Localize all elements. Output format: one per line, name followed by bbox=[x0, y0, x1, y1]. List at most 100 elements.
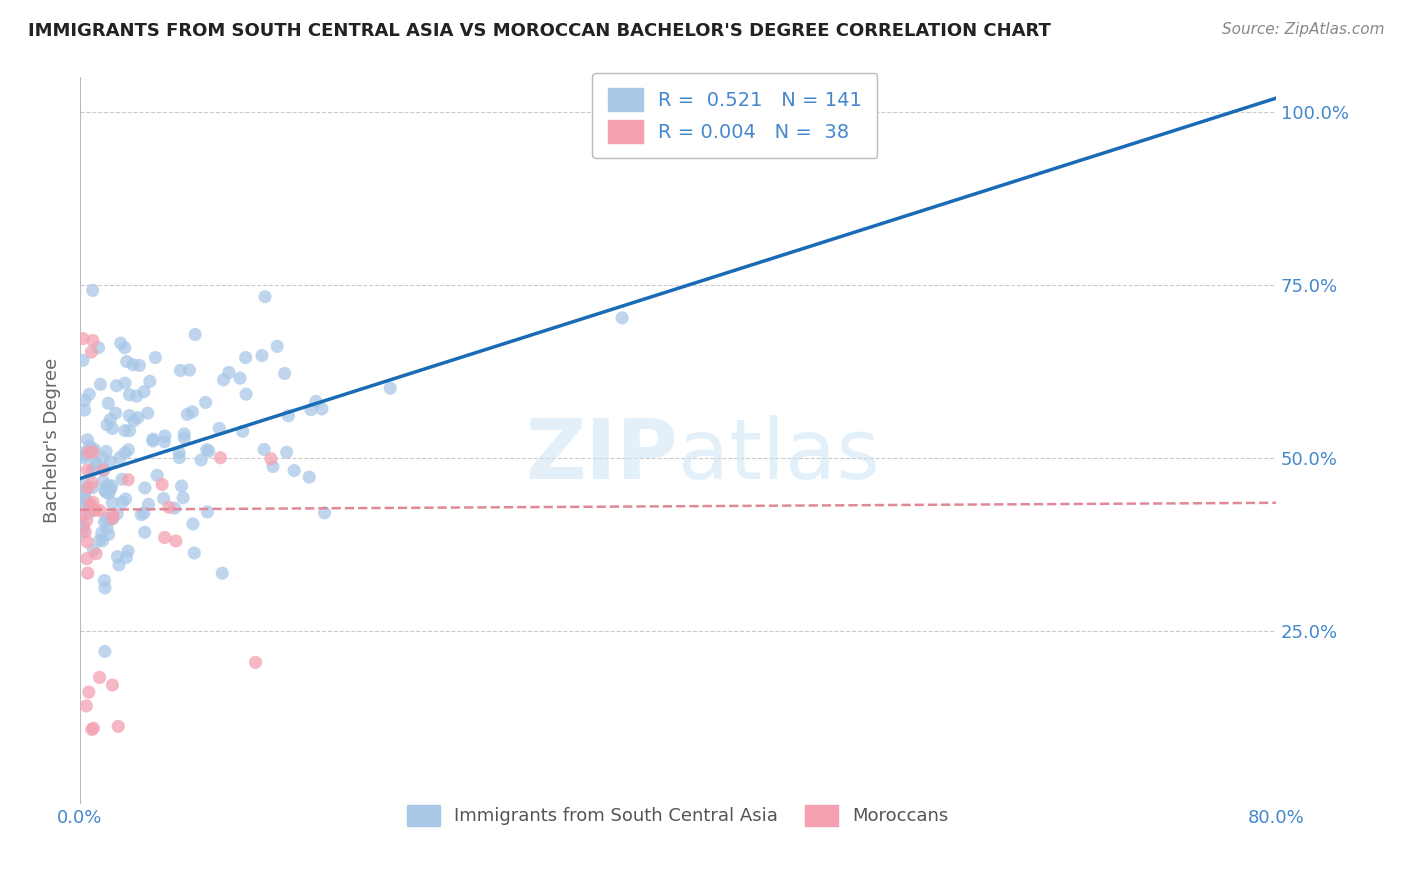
Text: ZIP: ZIP bbox=[526, 415, 678, 496]
Point bbox=[72, 524, 94, 539]
Point bbox=[235, 351, 257, 365]
Point bbox=[107, 719, 129, 733]
Point bbox=[276, 445, 298, 459]
Point bbox=[101, 496, 124, 510]
Point bbox=[72, 446, 94, 460]
Point bbox=[76, 566, 98, 581]
Point bbox=[96, 522, 118, 536]
Point bbox=[612, 310, 634, 325]
Point bbox=[165, 533, 187, 548]
Point bbox=[153, 434, 176, 449]
Point bbox=[152, 491, 174, 506]
Point bbox=[90, 525, 112, 540]
Point bbox=[283, 464, 305, 478]
Point bbox=[211, 566, 233, 581]
Point bbox=[80, 464, 103, 478]
Point bbox=[82, 334, 104, 348]
Point bbox=[145, 351, 167, 365]
Point bbox=[100, 479, 122, 493]
Point bbox=[127, 410, 149, 425]
Point bbox=[97, 396, 120, 410]
Point bbox=[122, 358, 145, 372]
Point bbox=[94, 644, 117, 658]
Point bbox=[114, 424, 136, 438]
Point bbox=[84, 454, 107, 468]
Point bbox=[93, 463, 115, 477]
Point bbox=[107, 549, 129, 564]
Point bbox=[170, 479, 193, 493]
Point bbox=[100, 483, 122, 497]
Point bbox=[142, 434, 165, 448]
Point bbox=[84, 502, 107, 516]
Point bbox=[97, 478, 120, 492]
Point bbox=[72, 332, 94, 346]
Point bbox=[76, 433, 98, 447]
Point bbox=[101, 511, 124, 525]
Point bbox=[96, 417, 118, 432]
Point bbox=[245, 656, 267, 670]
Point bbox=[132, 506, 155, 520]
Point bbox=[167, 445, 190, 459]
Point bbox=[110, 336, 132, 351]
Legend: Immigrants from South Central Asia, Moroccans: Immigrants from South Central Asia, Moro… bbox=[398, 796, 957, 835]
Point bbox=[142, 432, 165, 446]
Point bbox=[97, 486, 120, 500]
Point bbox=[260, 451, 283, 466]
Point bbox=[82, 283, 104, 297]
Point bbox=[77, 685, 100, 699]
Point bbox=[101, 421, 124, 435]
Point bbox=[87, 341, 110, 355]
Point bbox=[146, 468, 169, 483]
Point bbox=[173, 426, 195, 441]
Point bbox=[273, 367, 295, 381]
Point bbox=[157, 500, 180, 515]
Point bbox=[134, 481, 156, 495]
Point bbox=[277, 409, 299, 423]
Point bbox=[91, 533, 114, 548]
Point bbox=[80, 723, 103, 737]
Text: IMMIGRANTS FROM SOUTH CENTRAL ASIA VS MOROCCAN BACHELOR'S DEGREE CORRELATION CHA: IMMIGRANTS FROM SOUTH CENTRAL ASIA VS MO… bbox=[28, 22, 1052, 40]
Point bbox=[80, 442, 103, 456]
Point bbox=[82, 481, 104, 495]
Point bbox=[114, 376, 136, 391]
Point bbox=[117, 544, 139, 558]
Point bbox=[101, 678, 124, 692]
Point bbox=[208, 421, 231, 435]
Point bbox=[72, 518, 94, 533]
Point bbox=[75, 449, 97, 463]
Point bbox=[311, 401, 333, 416]
Point bbox=[117, 442, 139, 457]
Point bbox=[138, 497, 160, 511]
Point bbox=[114, 341, 136, 355]
Point bbox=[153, 531, 176, 545]
Point bbox=[77, 445, 100, 459]
Point bbox=[73, 477, 96, 491]
Point bbox=[163, 501, 186, 516]
Point bbox=[76, 481, 98, 495]
Point bbox=[262, 459, 284, 474]
Text: atlas: atlas bbox=[678, 415, 880, 496]
Point bbox=[101, 511, 124, 525]
Point bbox=[299, 402, 322, 417]
Point bbox=[117, 473, 139, 487]
Point bbox=[94, 485, 117, 500]
Point bbox=[93, 483, 115, 497]
Point bbox=[250, 349, 273, 363]
Point bbox=[229, 371, 252, 385]
Point bbox=[194, 395, 217, 409]
Point bbox=[82, 495, 104, 509]
Point bbox=[93, 450, 115, 465]
Point bbox=[197, 505, 219, 519]
Point bbox=[172, 491, 194, 505]
Point bbox=[169, 450, 191, 465]
Point bbox=[79, 497, 101, 511]
Point bbox=[125, 389, 148, 403]
Point bbox=[76, 534, 98, 549]
Point bbox=[82, 721, 104, 735]
Point bbox=[139, 375, 162, 389]
Point bbox=[73, 488, 96, 502]
Point bbox=[314, 506, 336, 520]
Point bbox=[179, 363, 201, 377]
Point bbox=[97, 527, 120, 541]
Point bbox=[98, 412, 121, 426]
